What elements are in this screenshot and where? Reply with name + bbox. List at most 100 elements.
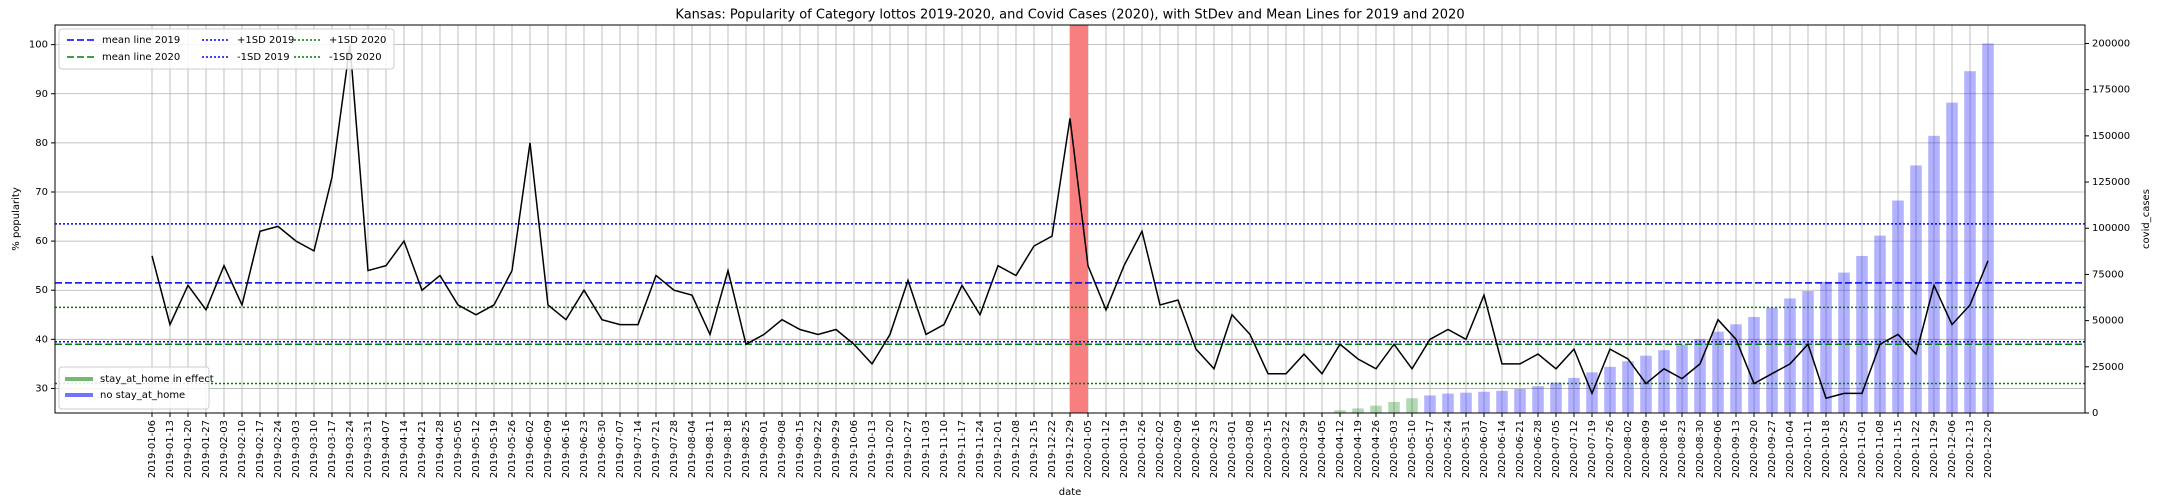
x-tick-label: 2019-12-08 bbox=[1011, 420, 1022, 478]
chart-title: Kansas: Popularity of Category lottos 20… bbox=[675, 8, 1464, 23]
x-tick-label: 2019-09-29 bbox=[831, 420, 842, 478]
bar bbox=[1766, 307, 1778, 413]
x-tick-label: 2020-05-24 bbox=[1443, 420, 1454, 478]
x-tick-label: 2020-03-08 bbox=[1245, 420, 1256, 478]
bar bbox=[1370, 405, 1382, 413]
x-tick-label: 2019-06-16 bbox=[561, 420, 572, 478]
x-tick-label: 2019-04-14 bbox=[399, 420, 410, 478]
y-tick-label: 50 bbox=[35, 285, 48, 296]
x-tick-label: 2019-06-02 bbox=[525, 420, 536, 478]
x-tick-label: 2020-01-26 bbox=[1137, 420, 1148, 478]
plot-frame bbox=[54, 24, 2086, 414]
x-tick-label: 2019-01-13 bbox=[165, 420, 176, 478]
y-tick-label: 90 bbox=[35, 89, 48, 100]
x-tick-label: 2019-06-30 bbox=[597, 420, 608, 478]
legend-label: -1SD 2020 bbox=[329, 52, 382, 63]
legend-label: mean line 2019 bbox=[102, 35, 180, 46]
bar bbox=[1460, 392, 1472, 413]
x-tick-label: 2019-12-15 bbox=[1029, 420, 1040, 478]
bar bbox=[1838, 272, 1850, 413]
x-tick-label: 2019-03-03 bbox=[291, 420, 302, 478]
x-tick-label: 2020-11-01 bbox=[1857, 420, 1868, 478]
bar bbox=[1388, 401, 1400, 413]
y2-tick-label: 175000 bbox=[2092, 85, 2130, 96]
x-tick-label: 2019-11-24 bbox=[975, 420, 986, 478]
x-tick-label: 2020-02-16 bbox=[1191, 420, 1202, 478]
x-tick-label: 2019-07-28 bbox=[669, 420, 680, 478]
x-tick-label: 2019-02-03 bbox=[219, 420, 230, 478]
x-tick-label: 2020-10-25 bbox=[1839, 420, 1850, 478]
x-tick-label: 2019-11-10 bbox=[939, 420, 950, 478]
x-tick-label: 2019-10-13 bbox=[867, 420, 878, 478]
y-tick-label: 40 bbox=[35, 334, 48, 345]
x-tick-label: 2019-10-20 bbox=[885, 420, 896, 478]
legend-label: mean line 2020 bbox=[102, 52, 180, 63]
x-tick-label: 2020-10-11 bbox=[1803, 420, 1814, 478]
x-tick-label: 2019-06-23 bbox=[579, 420, 590, 478]
bar bbox=[1946, 102, 1958, 413]
y-tick-label: 70 bbox=[35, 187, 48, 198]
x-tick-label: 2020-03-15 bbox=[1263, 420, 1274, 478]
bar bbox=[1802, 291, 1814, 413]
bar bbox=[1442, 393, 1454, 413]
x-tick-label: 2019-08-04 bbox=[687, 420, 698, 478]
bar bbox=[1658, 350, 1670, 413]
x-tick-label: 2020-07-19 bbox=[1587, 420, 1598, 478]
bar bbox=[1712, 331, 1724, 413]
x-tick-label: 2019-05-05 bbox=[453, 420, 464, 478]
x-tick-label: 2020-04-19 bbox=[1353, 420, 1364, 478]
x-tick-label: 2020-03-29 bbox=[1299, 420, 1310, 478]
x-tick-label: 2019-08-11 bbox=[705, 420, 716, 478]
legend-label: stay_at_home in effect bbox=[100, 374, 214, 385]
legend-label: -1SD 2019 bbox=[237, 52, 290, 63]
bar bbox=[1820, 281, 1832, 413]
y2-tick-label: 25000 bbox=[2092, 362, 2124, 373]
x-tick-label: 2020-08-09 bbox=[1641, 420, 1652, 478]
y2-tick-label: 0 bbox=[2092, 408, 2098, 419]
x-tick-label: 2019-01-27 bbox=[201, 420, 212, 478]
x-tick-label: 2020-06-28 bbox=[1533, 420, 1544, 478]
bar bbox=[1532, 386, 1544, 413]
legend-label: no stay_at_home bbox=[100, 390, 185, 401]
x-tick-label: 2019-06-09 bbox=[543, 420, 554, 478]
x-tick-label: 2019-12-22 bbox=[1047, 420, 1058, 478]
x-tick-label: 2019-04-21 bbox=[417, 420, 428, 478]
x-tick-label: 2020-09-13 bbox=[1731, 420, 1742, 478]
x-tick-label: 2019-03-24 bbox=[345, 420, 356, 478]
x-tick-label: 2020-08-16 bbox=[1659, 420, 1670, 478]
bar bbox=[1730, 324, 1742, 413]
legend-label: +1SD 2020 bbox=[329, 35, 386, 46]
x-tick-label: 2020-05-03 bbox=[1389, 420, 1400, 478]
x-tick-label: 2020-06-21 bbox=[1515, 420, 1526, 478]
legend-box bbox=[58, 28, 395, 70]
y2-tick-label: 100000 bbox=[2092, 223, 2130, 234]
bar bbox=[1604, 366, 1616, 413]
x-tick-label: 2019-04-07 bbox=[381, 420, 392, 478]
y2-tick-label: 200000 bbox=[2092, 38, 2130, 49]
x-tick-label: 2019-07-07 bbox=[615, 420, 626, 478]
bar bbox=[1892, 200, 1904, 413]
bar bbox=[1568, 377, 1580, 413]
line bbox=[151, 44, 1989, 400]
bar bbox=[1964, 71, 1976, 413]
x-tick-label: 2020-12-20 bbox=[1983, 420, 1994, 478]
bar bbox=[1622, 361, 1634, 413]
bar bbox=[1748, 316, 1760, 413]
x-tick-label: 2019-09-08 bbox=[777, 420, 788, 478]
x-tick-label: 2020-02-02 bbox=[1155, 420, 1166, 478]
x-tick-label: 2020-01-19 bbox=[1119, 420, 1130, 478]
highlight-span bbox=[1070, 25, 1088, 413]
x-axis-label: date bbox=[1059, 487, 1082, 498]
x-tick-label: 2020-11-15 bbox=[1893, 420, 1904, 478]
x-tick-label: 2020-06-14 bbox=[1497, 420, 1508, 478]
x-tick-label: 2020-01-12 bbox=[1101, 420, 1112, 478]
y-tick-label: 100 bbox=[29, 40, 48, 51]
x-tick-label: 2019-07-21 bbox=[651, 420, 662, 478]
x-tick-label: 2020-08-02 bbox=[1623, 420, 1634, 478]
x-tick-label: 2019-12-01 bbox=[993, 420, 1004, 478]
y2-tick-label: 125000 bbox=[2092, 177, 2130, 188]
x-tick-label: 2020-11-08 bbox=[1875, 420, 1886, 478]
y2-tick-label: 50000 bbox=[2092, 316, 2124, 327]
x-tick-label: 2020-04-26 bbox=[1371, 420, 1382, 478]
x-tick-label: 2019-03-10 bbox=[309, 420, 320, 478]
